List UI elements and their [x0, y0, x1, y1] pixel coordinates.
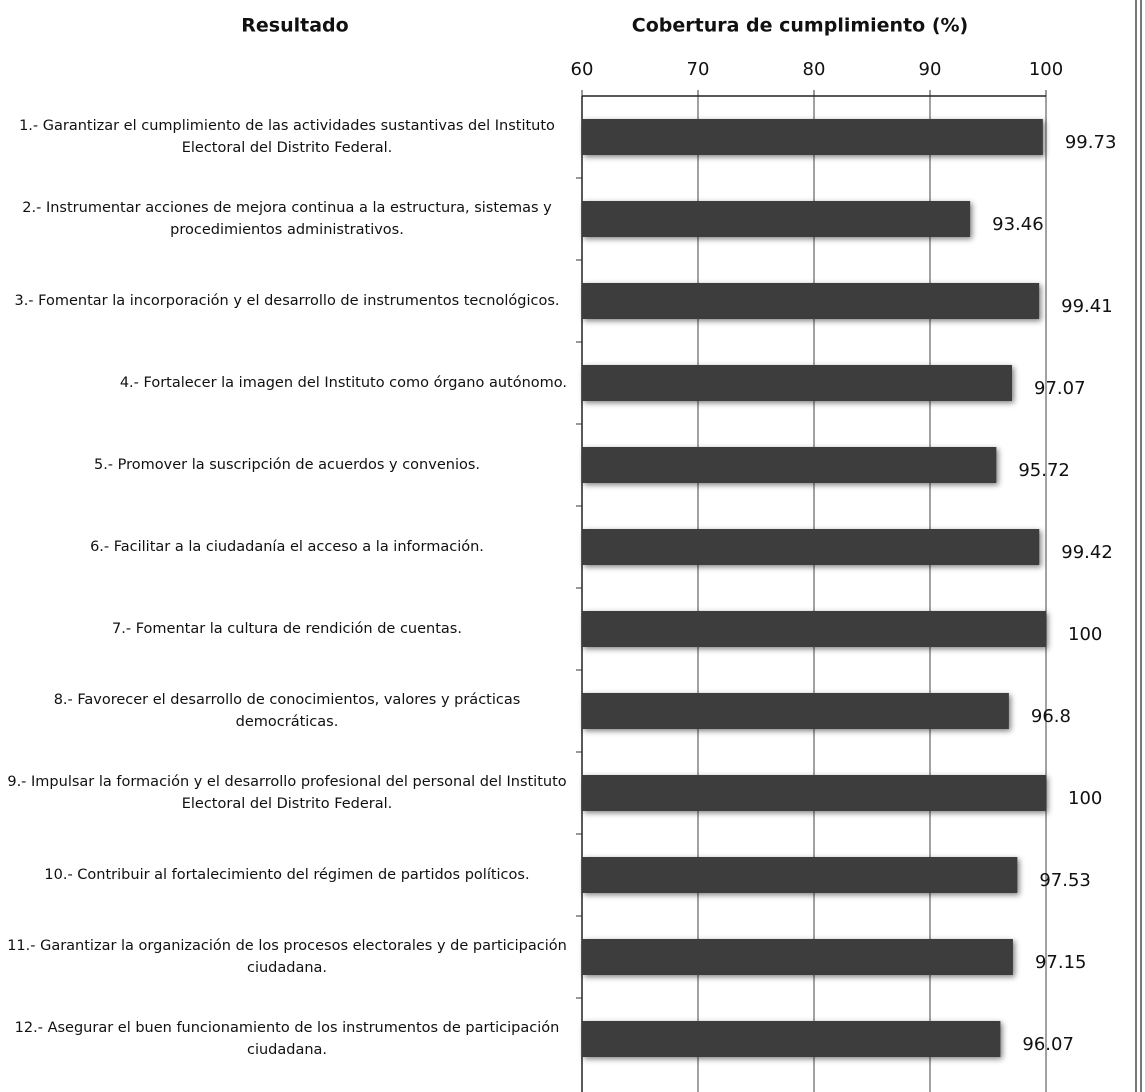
value-label: 99.73	[1065, 132, 1117, 153]
value-label: 100	[1068, 624, 1102, 645]
category-label: 9.- Impulsar la formación y el desarroll…	[7, 774, 567, 812]
value-label: 96.07	[1022, 1034, 1074, 1055]
x-tick-label: 60	[571, 59, 594, 80]
category-label: 1.- Garantizar el cumplimiento de las ac…	[19, 118, 555, 156]
bar	[582, 201, 971, 237]
value-label: 93.46	[992, 214, 1044, 235]
category-label: 3.- Fomentar la incorporación y el desar…	[14, 293, 560, 309]
value-label: 95.72	[1018, 460, 1070, 481]
x-tick-label: 90	[919, 59, 942, 80]
value-label: 99.41	[1061, 296, 1113, 317]
value-label: 97.07	[1034, 378, 1086, 399]
category-label: 12.- Asegurar el buen funcionamiento de …	[14, 1020, 560, 1058]
bar	[582, 857, 1018, 893]
bar	[582, 775, 1046, 811]
bar	[582, 365, 1013, 401]
category-label: 7.- Fomentar la cultura de rendición de …	[112, 621, 462, 637]
bar	[582, 693, 1009, 729]
value-axis-title: Cobertura de cumplimiento (%)	[632, 15, 968, 37]
category-label: 10.- Contribuir al fortalecimiento del r…	[44, 867, 530, 883]
x-tick-label: 80	[803, 59, 826, 80]
category-label: 8.- Favorecer el desarrollo de conocimie…	[53, 692, 521, 730]
bar	[582, 939, 1013, 975]
category-label: 2.- Instrumentar acciones de mejora cont…	[22, 200, 552, 238]
bar	[582, 1021, 1001, 1057]
bar	[582, 119, 1043, 155]
value-label: 99.42	[1061, 542, 1113, 563]
x-tick-label: 70	[687, 59, 710, 80]
value-label: 96.8	[1031, 706, 1071, 727]
category-label: 5.- Promover la suscripción de acuerdos …	[93, 457, 481, 473]
x-tick-label: 100	[1029, 59, 1063, 80]
category-label: 6.- Facilitar a la ciudadanía el acceso …	[90, 539, 484, 555]
bar	[582, 447, 997, 483]
category-axis-title: Resultado	[241, 15, 348, 37]
value-label: 97.53	[1039, 870, 1091, 891]
bar	[582, 529, 1040, 565]
value-label: 97.15	[1035, 952, 1087, 973]
category-label: 4.- Fortalecer la imagen del Instituto c…	[119, 375, 567, 391]
bar	[582, 611, 1046, 647]
bar	[582, 283, 1040, 319]
value-label: 100	[1068, 788, 1102, 809]
category-label: 11.- Garantizar la organización de los p…	[7, 938, 567, 976]
